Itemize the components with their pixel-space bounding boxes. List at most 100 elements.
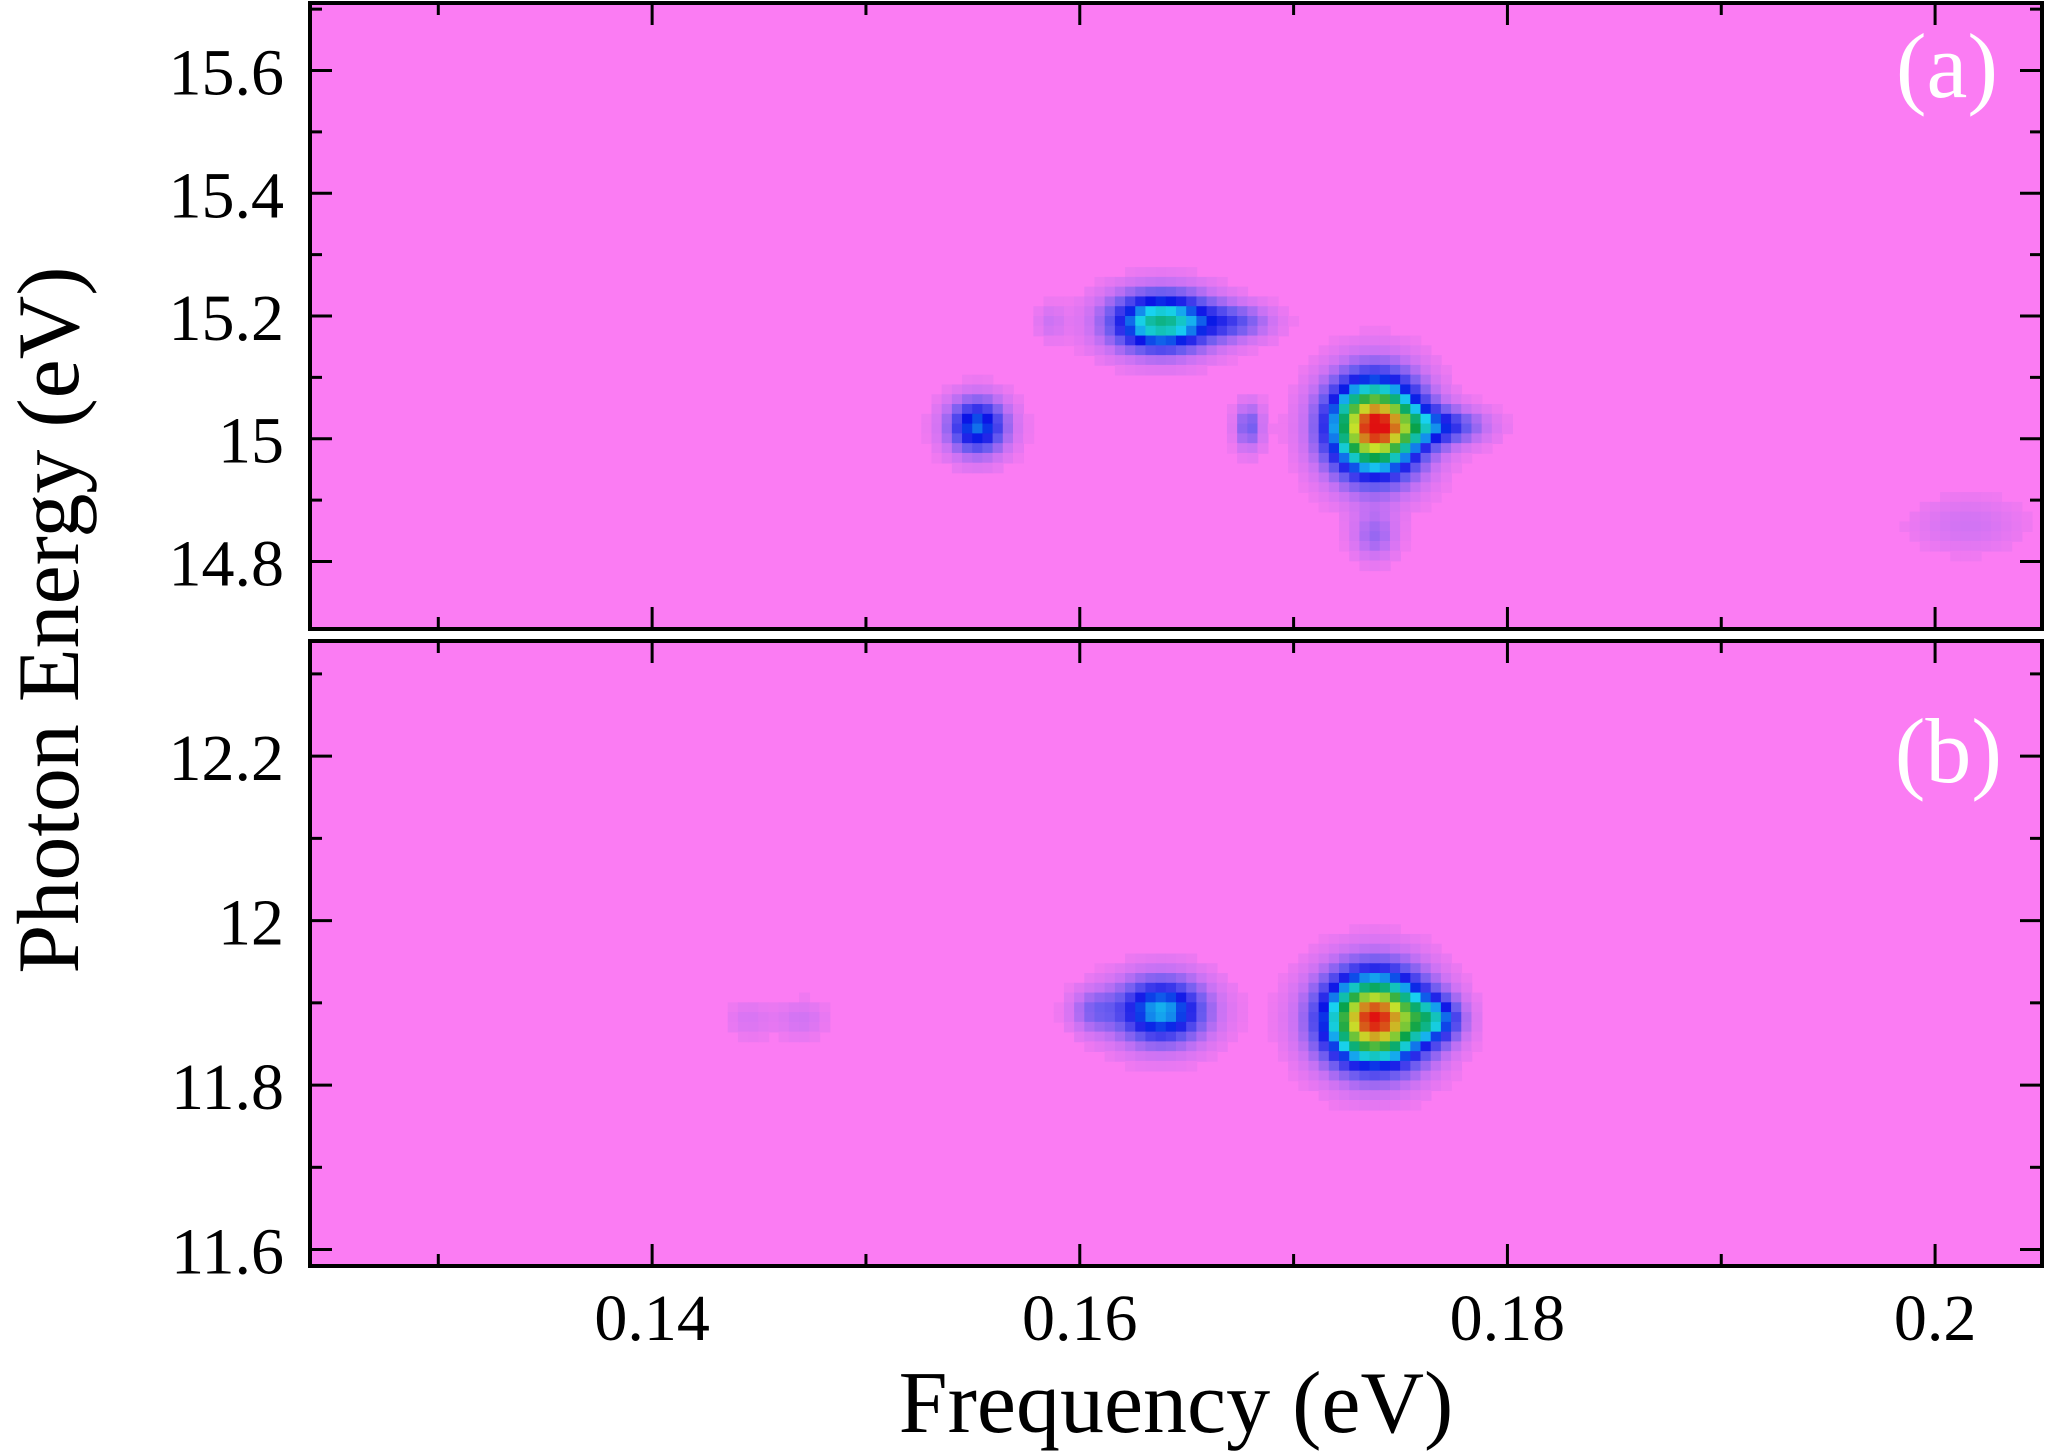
heatmap-cell bbox=[1328, 1031, 1340, 1043]
heatmap-cell bbox=[1379, 1021, 1391, 1033]
heatmap-cell bbox=[1400, 462, 1412, 474]
heatmap-cell bbox=[1410, 1021, 1422, 1033]
heatmap-cell bbox=[1420, 933, 1432, 945]
heatmap-cell bbox=[1451, 1012, 1463, 1023]
heatmap-cell bbox=[1155, 1002, 1167, 1013]
heatmap-cell bbox=[1349, 345, 1361, 356]
heatmap-cell bbox=[1339, 973, 1350, 984]
heatmap-cell bbox=[1471, 992, 1483, 1004]
heatmap-cell bbox=[1349, 404, 1361, 415]
heatmap-cell bbox=[1369, 511, 1381, 523]
heatmap-cell bbox=[1440, 1002, 1452, 1013]
heatmap-cell bbox=[1135, 355, 1147, 366]
heatmap-cell bbox=[1379, 550, 1391, 562]
heatmap-cell bbox=[1135, 1060, 1147, 1072]
heatmap-cell bbox=[1033, 306, 1045, 317]
heatmap-cell bbox=[1114, 306, 1126, 317]
heatmap-cell bbox=[727, 1021, 739, 1033]
heatmap-cell bbox=[1125, 953, 1137, 965]
heatmap-cell bbox=[1094, 1021, 1106, 1033]
heatmap-cell bbox=[1033, 325, 1045, 337]
heatmap-cell bbox=[1339, 511, 1350, 523]
heatmap-cell bbox=[1206, 286, 1218, 298]
heatmap-cell bbox=[1440, 963, 1452, 974]
heatmap-cell bbox=[1451, 1041, 1463, 1052]
heatmap-cell bbox=[1369, 374, 1381, 386]
heatmap-cell bbox=[1277, 992, 1289, 1004]
heatmap-cell bbox=[1196, 1021, 1208, 1033]
heatmap-cell bbox=[1349, 521, 1361, 532]
heatmap-cell bbox=[1155, 973, 1167, 984]
heatmap-cell bbox=[1420, 472, 1432, 484]
heatmap-cell bbox=[1237, 316, 1249, 327]
heatmap-cell bbox=[1471, 1031, 1483, 1043]
heatmap-cell bbox=[1094, 335, 1106, 347]
heatmap-cell bbox=[1369, 1080, 1381, 1092]
heatmap-cell bbox=[1379, 452, 1391, 464]
heatmap-cell bbox=[1379, 413, 1391, 425]
heatmap-cell bbox=[1125, 364, 1137, 376]
heatmap-cell bbox=[951, 394, 963, 405]
heatmap-cell bbox=[1094, 963, 1106, 974]
heatmap-cell bbox=[1196, 286, 1208, 298]
heatmap-cell bbox=[1349, 394, 1361, 405]
heatmap-cell bbox=[1410, 1041, 1422, 1052]
heatmap-cell bbox=[1176, 286, 1187, 298]
heatmap-cell bbox=[1940, 511, 1952, 523]
heatmap-cell bbox=[1379, 953, 1391, 965]
heatmap-cell bbox=[1379, 963, 1391, 974]
heatmap-cell bbox=[1298, 963, 1310, 974]
heatmap-cell bbox=[1074, 345, 1086, 356]
heatmap-cell bbox=[1237, 1002, 1249, 1013]
heatmap-cell bbox=[1165, 325, 1177, 337]
heatmap-cell bbox=[1023, 413, 1035, 425]
heatmap-cell bbox=[1216, 325, 1228, 337]
heatmap-cell bbox=[1379, 374, 1391, 386]
heatmap-cell bbox=[1155, 296, 1167, 308]
heatmap-cell bbox=[1328, 992, 1340, 1004]
heatmap-cell bbox=[1339, 982, 1350, 994]
heatmap-cell bbox=[1970, 531, 1982, 542]
heatmap-cell bbox=[2011, 531, 2023, 542]
heatmap-cell bbox=[1226, 1012, 1238, 1023]
heatmap-cell bbox=[1308, 1080, 1320, 1092]
heatmap-cell bbox=[1339, 1060, 1350, 1072]
heatmap-cell bbox=[1420, 384, 1432, 396]
heatmap-cell bbox=[1339, 1080, 1350, 1092]
heatmap-cell bbox=[1430, 943, 1442, 955]
heatmap-cell bbox=[1155, 963, 1167, 974]
heatmap-cell bbox=[1308, 1021, 1320, 1033]
heatmap-cell bbox=[1379, 973, 1391, 984]
heatmap-cell bbox=[1481, 433, 1493, 444]
heatmap-cell bbox=[1451, 992, 1463, 1004]
heatmap-cell bbox=[1186, 355, 1198, 366]
heatmap-cell bbox=[778, 1002, 790, 1013]
heatmap-cell bbox=[1379, 1070, 1391, 1082]
heatmap-cell bbox=[1145, 276, 1157, 288]
heatmap-cell bbox=[1369, 423, 1381, 435]
heatmap-cell bbox=[1359, 482, 1371, 493]
heatmap-cell bbox=[1308, 433, 1320, 444]
heatmap-cell bbox=[819, 1012, 831, 1023]
heatmap-cell bbox=[1369, 1060, 1381, 1072]
heatmap-cell bbox=[1196, 1051, 1208, 1062]
heatmap-cell bbox=[1481, 404, 1493, 415]
heatmap-cell bbox=[1206, 1012, 1218, 1023]
heatmap-cell bbox=[1389, 462, 1401, 474]
heatmap-cell bbox=[1104, 335, 1116, 347]
heatmap-cell bbox=[1451, 443, 1463, 454]
heatmap-cell bbox=[1369, 384, 1381, 396]
heatmap-cell bbox=[1379, 1099, 1391, 1111]
heatmap-cell bbox=[1420, 462, 1432, 474]
heatmap-cell bbox=[951, 443, 963, 454]
heatmap-cell bbox=[1919, 521, 1931, 532]
heatmap-cell bbox=[1430, 992, 1442, 1004]
heatmap-cell bbox=[768, 1012, 780, 1023]
heatmap-cell bbox=[1043, 316, 1055, 327]
heatmap-cell bbox=[1176, 296, 1187, 308]
heatmap-cell bbox=[1430, 452, 1442, 464]
heatmap-cell bbox=[1430, 413, 1442, 425]
heatmap-cell bbox=[1359, 924, 1371, 935]
heatmap-cell bbox=[1104, 1041, 1116, 1052]
heatmap-cell bbox=[1328, 1012, 1340, 1023]
